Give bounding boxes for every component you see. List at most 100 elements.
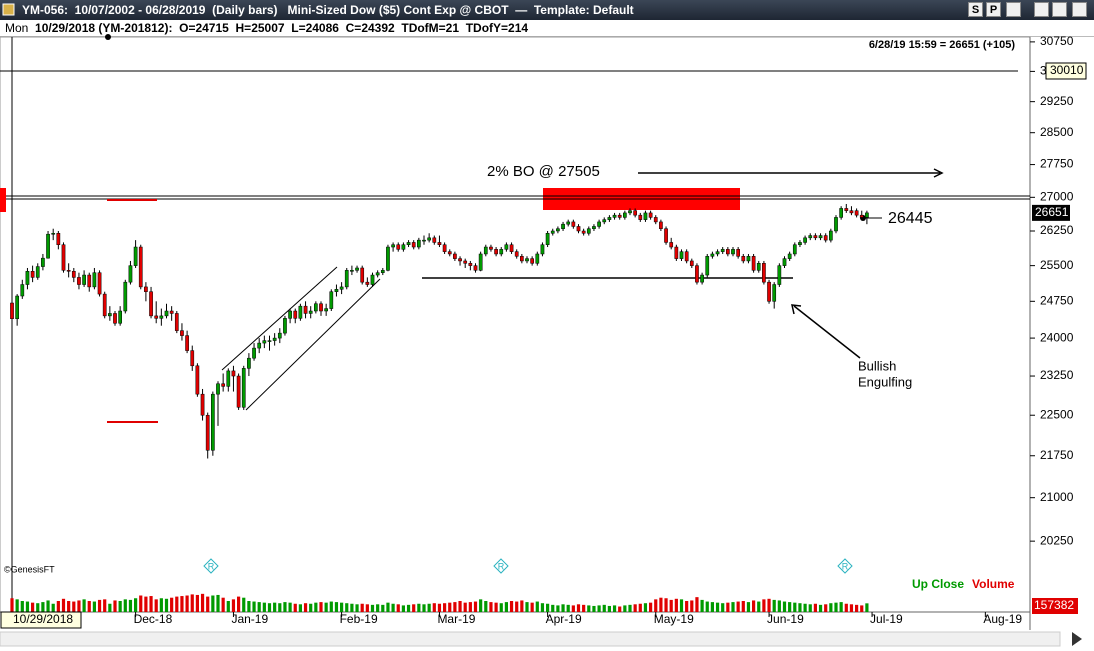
field: H= — [235, 21, 252, 35]
volume-bar — [731, 602, 735, 612]
date: 10/29/2018 (YM-201812): — [35, 21, 173, 35]
candle-body — [623, 212, 627, 218]
candle-body — [396, 244, 401, 250]
volume-bar — [417, 603, 421, 612]
candle-body — [113, 313, 117, 324]
volume-bar — [67, 601, 71, 612]
scrollbar[interactable] — [0, 631, 1061, 647]
candle-body — [267, 340, 272, 342]
icon-button[interactable] — [1006, 2, 1021, 17]
candle-body — [118, 310, 123, 324]
volume-bar — [540, 603, 545, 612]
candle-body — [277, 332, 282, 339]
volume-bar — [113, 600, 117, 612]
volume-bar — [489, 602, 493, 612]
x-tick-label: Aug-19 — [983, 612, 1022, 626]
event-marker-label: R — [842, 561, 849, 571]
candle-body — [92, 272, 97, 288]
low: 24086 — [305, 21, 339, 35]
volume-bar — [370, 604, 375, 612]
volume-bar — [788, 602, 792, 612]
volume-bar — [149, 596, 153, 612]
volume-bar — [128, 599, 133, 612]
field: C= — [345, 21, 362, 35]
candle-body — [288, 310, 292, 319]
candle-body — [628, 210, 632, 214]
volume-bar — [175, 596, 179, 612]
candle-body — [468, 263, 473, 266]
volume-label: 157382 — [1034, 598, 1074, 612]
volume-bar — [144, 596, 148, 612]
volume-bar — [499, 603, 503, 612]
candle-body — [664, 228, 668, 243]
y-tick-label: 27000 — [1040, 189, 1074, 203]
volume-bar — [664, 598, 668, 612]
candle-body — [540, 244, 545, 255]
x-tick-label: Jul-19 — [870, 612, 903, 626]
volume-bar — [525, 602, 529, 612]
volume-bar — [520, 600, 524, 612]
event-marker — [493, 558, 509, 574]
volume-bar — [649, 602, 653, 612]
volume-bar — [453, 602, 457, 612]
volume-bar — [741, 601, 745, 612]
minimize-button[interactable] — [1034, 2, 1049, 17]
y-tick-label: 21750 — [1040, 448, 1074, 462]
candle-body — [417, 239, 421, 248]
event-marker-label: R — [498, 561, 505, 571]
y-tick-label: 24000 — [1040, 330, 1074, 344]
button[interactable]: S — [968, 2, 983, 17]
open: 24715 — [195, 21, 229, 35]
volume-bar — [381, 604, 385, 612]
volume-bar — [401, 605, 405, 612]
volume-bar — [283, 602, 287, 612]
arrow-head — [791, 304, 802, 315]
volume-bar — [762, 599, 766, 612]
candle-body — [499, 249, 504, 255]
volume-bar — [726, 602, 730, 612]
volume-bar — [752, 600, 756, 612]
candle-body — [180, 330, 184, 336]
candle-body — [329, 291, 334, 309]
candle-body — [643, 212, 648, 220]
y-tick-label: 28500 — [1040, 125, 1074, 139]
scroll-arrow[interactable] — [1072, 632, 1082, 646]
volume-bar — [509, 601, 514, 612]
volume-bar — [844, 603, 848, 612]
volume-bar — [597, 605, 601, 612]
volume-bar — [51, 603, 55, 612]
volume-bar — [257, 602, 261, 612]
candle-body — [803, 237, 807, 243]
volume-bar — [309, 603, 313, 612]
candle-body — [607, 217, 612, 220]
channel-line — [221, 266, 338, 371]
x-tick-label: Apr-19 — [546, 612, 582, 626]
candle-body — [25, 271, 30, 285]
volume-bar — [757, 601, 761, 612]
candle-body — [813, 235, 818, 239]
candle-body — [128, 265, 133, 283]
candle-body — [71, 271, 76, 278]
candle-body — [15, 295, 20, 319]
edge-marker — [0, 188, 6, 212]
close-button[interactable] — [1072, 2, 1087, 17]
button[interactable]: P — [986, 2, 1001, 17]
volume-bar — [386, 602, 390, 612]
volume-bar — [659, 597, 663, 612]
y-tick-label: 30750 — [1040, 34, 1074, 48]
candle-body — [669, 242, 674, 248]
candle-body — [818, 235, 823, 239]
volume-bar — [36, 603, 40, 612]
volume-bar — [293, 603, 297, 612]
candle-body — [854, 210, 859, 216]
y-tick-label: 20250 — [1040, 533, 1074, 547]
volume-bar — [412, 604, 416, 612]
candle-body — [365, 281, 370, 285]
maximize-button[interactable] — [1052, 2, 1067, 17]
volume-bar — [824, 604, 828, 612]
candle-body — [741, 256, 746, 262]
candle-body — [556, 228, 560, 232]
volume-bar — [721, 603, 725, 612]
volume-bar — [612, 605, 617, 612]
candle-body — [792, 244, 797, 255]
